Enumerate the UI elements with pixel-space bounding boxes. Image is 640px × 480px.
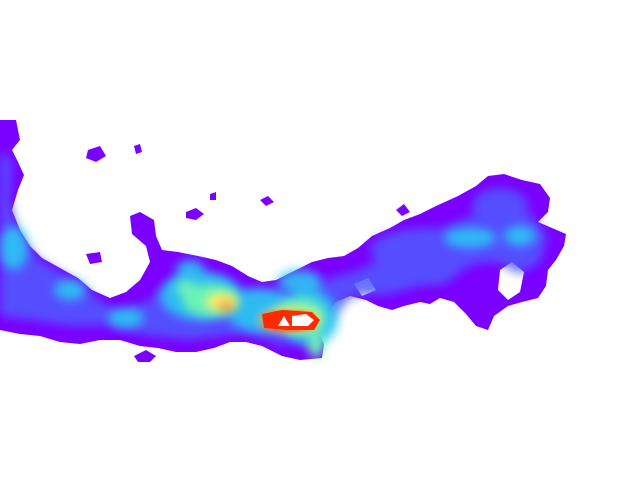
density-base-region (0, 120, 566, 362)
density-peak-layer (262, 310, 320, 330)
